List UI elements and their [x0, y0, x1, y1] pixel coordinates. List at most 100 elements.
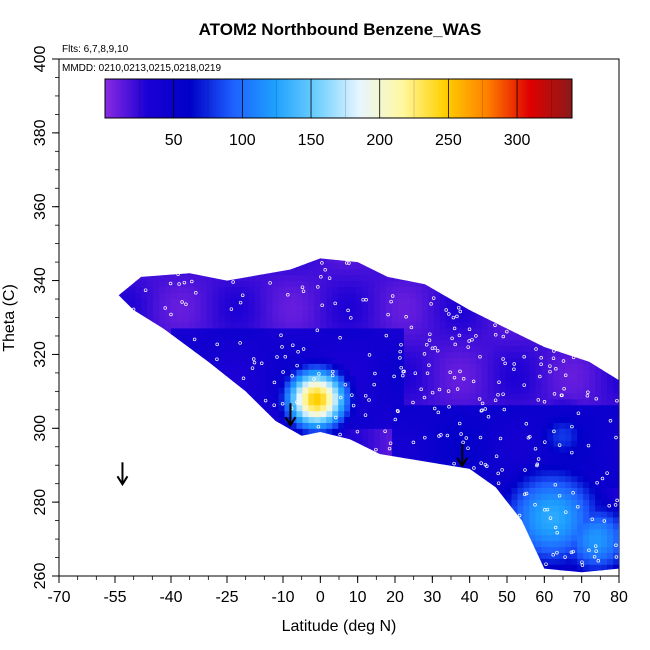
- heatmap-cell: [505, 386, 513, 394]
- heatmap-cell: [230, 552, 238, 559]
- heatmap-cell: [111, 416, 118, 423]
- heatmap-cell: [278, 262, 286, 270]
- heatmap-cell: [218, 463, 226, 471]
- heatmap-cell: [266, 386, 274, 394]
- sample-point: [467, 339, 471, 343]
- heatmap-cell: [344, 375, 351, 382]
- heatmap-cell: [111, 399, 118, 406]
- sample-point: [301, 347, 306, 351]
- heatmap-cell: [517, 528, 525, 536]
- heatmap-cell: [487, 327, 495, 335]
- heatmap-cell: [248, 451, 256, 459]
- heatmap-cell: [374, 392, 381, 400]
- heatmap-cell: [165, 333, 172, 341]
- heatmap-cell: [314, 499, 321, 506]
- heatmap-cell: [392, 321, 399, 329]
- heatmap-cell: [147, 422, 154, 429]
- heatmap-cell: [463, 457, 471, 465]
- heatmap-cell: [547, 457, 554, 465]
- heatmap-cell: [302, 304, 309, 311]
- heatmap-cell: [212, 487, 220, 494]
- heatmap-cell: [111, 298, 118, 305]
- heatmap-cell: [147, 304, 154, 311]
- heatmap-cell: [517, 463, 525, 471]
- heatmap-cell: [415, 410, 423, 418]
- heatmap-cell: [332, 304, 339, 311]
- heatmap-cell: [326, 522, 333, 530]
- heatmap-cell: [571, 316, 578, 323]
- heatmap-cell: [601, 398, 608, 406]
- heatmap-cell: [129, 392, 136, 400]
- heatmap-cell: [547, 392, 554, 400]
- heatmap-cell: [433, 552, 441, 559]
- heatmap-cell: [523, 363, 530, 370]
- heatmap-cell: [547, 522, 554, 530]
- heatmap-cell: [344, 451, 351, 459]
- heatmap-cell: [571, 457, 578, 465]
- heatmap-cell: [380, 398, 387, 406]
- sample-point: [131, 307, 136, 312]
- heatmap-cell: [469, 499, 477, 506]
- heatmap-cell: [601, 298, 608, 305]
- heatmap-cell: [296, 286, 304, 293]
- heatmap-cell: [493, 463, 501, 471]
- heatmap-cell: [404, 251, 411, 258]
- heatmap-cell: [129, 268, 136, 276]
- heatmap-cell: [302, 369, 309, 376]
- heatmap-cell: [607, 481, 614, 488]
- heatmap-cell: [308, 558, 315, 565]
- heatmap-cell: [547, 327, 554, 335]
- heatmap-cell: [129, 280, 136, 288]
- heatmap-cell: [135, 404, 142, 412]
- heatmap-cell: [559, 422, 566, 429]
- heatmap-cell: [302, 274, 309, 282]
- heatmap-cell: [583, 274, 590, 282]
- heatmap-cell: [451, 540, 459, 548]
- heatmap-cell: [236, 552, 244, 559]
- heatmap-cell: [218, 268, 226, 276]
- heatmap-cell: [302, 463, 309, 471]
- heatmap-cell: [445, 381, 453, 388]
- heatmap-cell: [278, 552, 286, 559]
- heatmap-cell: [505, 410, 513, 418]
- heatmap-cell: [565, 316, 572, 323]
- heatmap-cell: [511, 516, 519, 524]
- heatmap-cell: [601, 558, 608, 565]
- heatmap-cell: [475, 511, 483, 518]
- heatmap-cell: [260, 422, 268, 429]
- heatmap-cell: [302, 404, 309, 412]
- heatmap-cell: [218, 522, 226, 530]
- heatmap-cell: [141, 564, 148, 571]
- heatmap-cell: [511, 321, 519, 329]
- heatmap-cell: [135, 369, 142, 376]
- heatmap-cell: [129, 404, 136, 412]
- sample-point: [554, 367, 558, 371]
- heatmap-cell: [332, 440, 339, 447]
- sample-point: [436, 410, 441, 415]
- heatmap-cell: [135, 286, 142, 293]
- heatmap-cell: [415, 499, 423, 506]
- sample-point: [404, 315, 408, 319]
- heatmap-cell: [535, 528, 542, 536]
- heatmap-cell: [368, 274, 375, 282]
- heatmap-cell: [565, 268, 572, 276]
- heatmap-cell: [200, 540, 208, 548]
- heatmap-cell: [380, 416, 387, 423]
- heatmap-cell: [559, 339, 566, 347]
- heatmap-cell: [523, 251, 530, 258]
- heatmap-cell: [123, 398, 130, 406]
- heatmap-cell: [260, 298, 268, 305]
- heatmap-cell: [350, 392, 357, 400]
- heatmap-cell: [386, 392, 393, 400]
- heatmap-cell: [529, 262, 536, 270]
- heatmap-cell: [171, 493, 178, 500]
- heatmap-cell: [517, 469, 525, 477]
- heatmap-cell: [212, 475, 220, 483]
- heatmap-cell: [463, 316, 471, 323]
- heatmap-cell: [176, 369, 184, 376]
- heatmap-cell: [159, 516, 166, 524]
- heatmap-cell: [362, 392, 369, 400]
- heatmap-cell: [619, 464, 626, 471]
- heatmap-cell: [123, 522, 130, 530]
- heatmap-cell: [409, 316, 417, 323]
